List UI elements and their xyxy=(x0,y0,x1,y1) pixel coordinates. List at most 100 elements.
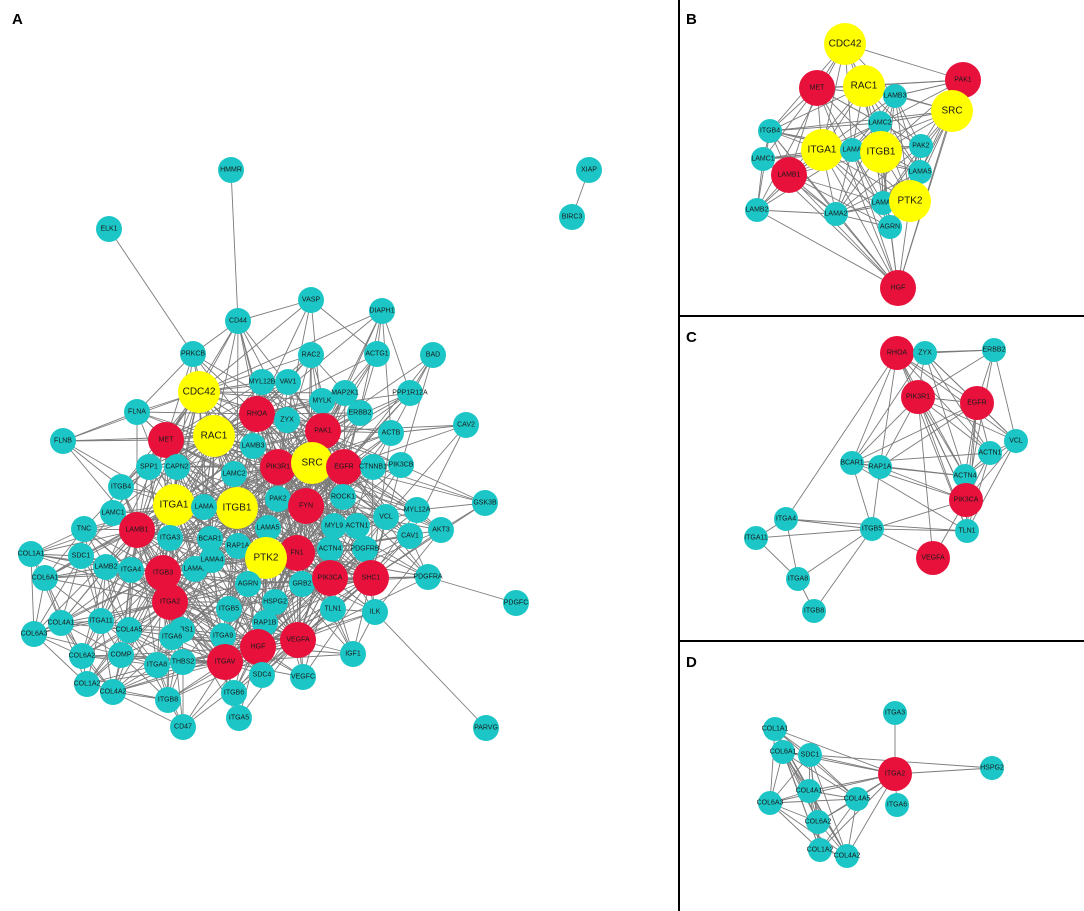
network-node-col4a1: COL4A1 xyxy=(796,779,823,803)
network-node-cd47: CD47 xyxy=(170,714,196,740)
network-node-pik3ca: PIK3CA xyxy=(312,560,348,596)
node-circle xyxy=(883,701,907,725)
network-edge xyxy=(265,557,354,655)
node-label: COL6A3 xyxy=(757,800,784,807)
network-node-lamc2: LAMC2 xyxy=(221,461,247,487)
network-edge xyxy=(108,228,194,355)
network-node-col1a2: COL1A2 xyxy=(807,838,834,862)
node-circle xyxy=(320,596,346,622)
node-label: SDC4 xyxy=(253,672,272,679)
node-label: LAMA xyxy=(842,147,861,154)
node-circle xyxy=(835,844,859,868)
node-circle xyxy=(289,571,315,597)
node-label: LAMA5 xyxy=(257,525,280,532)
node-circle xyxy=(274,407,300,433)
node-circle xyxy=(420,342,446,368)
node-circle xyxy=(321,513,347,539)
node-label: HGF xyxy=(891,285,906,292)
node-label: ITGA1 xyxy=(160,500,189,511)
node-circle xyxy=(404,497,430,523)
network-node-rac2: RAC2 xyxy=(298,342,324,368)
node-circle xyxy=(157,525,183,551)
node-circle xyxy=(155,687,181,713)
node-circle xyxy=(96,216,122,242)
network-edge xyxy=(816,79,964,89)
node-label: BCAR1 xyxy=(840,460,863,467)
network-node-pdgfc: PDGFC xyxy=(503,590,529,616)
node-circle xyxy=(955,519,979,543)
node-circle xyxy=(74,671,100,697)
node-label: CDC42 xyxy=(829,39,862,50)
network-node-ctnnb1: CTNNB1 xyxy=(359,454,387,480)
network-node-shc1: SHC1 xyxy=(353,560,389,596)
network-node-elk1: ELK1 xyxy=(96,216,122,242)
node-label: VEGFA xyxy=(921,555,945,562)
node-label: LAMB3 xyxy=(884,93,907,100)
node-circle xyxy=(305,413,341,449)
node-circle xyxy=(124,399,150,425)
network-node-agrn: AGRN xyxy=(235,571,261,597)
network-node-pdgfra: PDGFRA xyxy=(413,564,443,590)
network-node-sdc4: SDC4 xyxy=(249,662,275,688)
node-circle xyxy=(144,652,170,678)
network-node-col4a2: COL4A2 xyxy=(834,844,861,868)
node-circle xyxy=(255,515,281,541)
network-node-lama4: LAMA4 xyxy=(199,547,225,573)
node-circle xyxy=(170,649,196,675)
network-node-pik3r1: PIK3R1 xyxy=(260,449,296,485)
node-circle xyxy=(908,160,932,184)
network-node-itgb8: ITGB8 xyxy=(155,687,181,713)
node-label: AKT3 xyxy=(432,527,450,534)
node-label: COL4A1 xyxy=(796,788,823,795)
node-label: PAK2 xyxy=(269,496,286,503)
node-label: FN1 xyxy=(290,550,303,557)
node-circle xyxy=(332,380,358,406)
network-panel-d: ITGA3 COL1A1 COL6A1 SDC1 ITGA2 HSPG2 COL4A1 COL… xyxy=(757,701,1004,868)
node-circle xyxy=(453,412,479,438)
network-edge xyxy=(30,553,35,635)
network-edge xyxy=(851,402,978,464)
node-label: ITGAV xyxy=(215,659,236,666)
network-node-hgf: HGF xyxy=(240,629,276,665)
node-circle xyxy=(207,644,243,680)
network-edge xyxy=(851,149,899,289)
node-label: BIRC3 xyxy=(562,214,583,221)
network-edge xyxy=(169,601,304,678)
node-label: ITGA2 xyxy=(885,771,905,778)
network-node-egfr: EGFR xyxy=(960,386,994,420)
node-label: PDGFC xyxy=(504,600,529,607)
network-node-itga6: ITGA6 xyxy=(885,793,909,817)
network-edge xyxy=(788,174,891,228)
node-label: MYLK xyxy=(312,398,331,405)
node-label: COMP xyxy=(111,652,132,659)
node-circle xyxy=(945,62,981,98)
network-node-col6a3: COL6A3 xyxy=(757,791,784,815)
node-circle xyxy=(191,494,217,520)
network-edge xyxy=(821,149,899,289)
node-label: TLN1 xyxy=(958,528,975,535)
node-label: ELK1 xyxy=(100,226,117,233)
node-label: GSK3B xyxy=(473,500,497,507)
node-label: COL1A2 xyxy=(74,681,101,688)
network-node-itgb5: ITGB5 xyxy=(216,596,242,622)
network-edge xyxy=(966,440,1017,532)
network-node-lama5: LAMA5 xyxy=(255,515,281,541)
network-node-erbb2: ERBB2 xyxy=(982,338,1006,362)
network-node-hspg2: HSPG2 xyxy=(262,589,288,615)
network-node-pik3cb: PIK3CB xyxy=(388,452,414,478)
network-node-bad: BAD xyxy=(420,342,446,368)
network-edge xyxy=(322,354,434,432)
node-label: RAC1 xyxy=(851,81,878,92)
network-edge xyxy=(112,691,184,728)
node-circle xyxy=(885,793,909,817)
node-circle xyxy=(824,23,866,65)
network-node-itga11: ITGA11 xyxy=(744,526,768,550)
network-node-itga9: ITGA9 xyxy=(210,623,236,649)
node-circle xyxy=(119,512,155,548)
network-node-pak2: PAK2 xyxy=(265,486,291,512)
network-node-lamb2: LAMB2 xyxy=(745,198,769,222)
node-label: CAV2 xyxy=(457,422,475,429)
network-node-cd44: CD44 xyxy=(225,308,251,334)
network-edge xyxy=(372,354,434,468)
node-circle xyxy=(148,422,184,458)
